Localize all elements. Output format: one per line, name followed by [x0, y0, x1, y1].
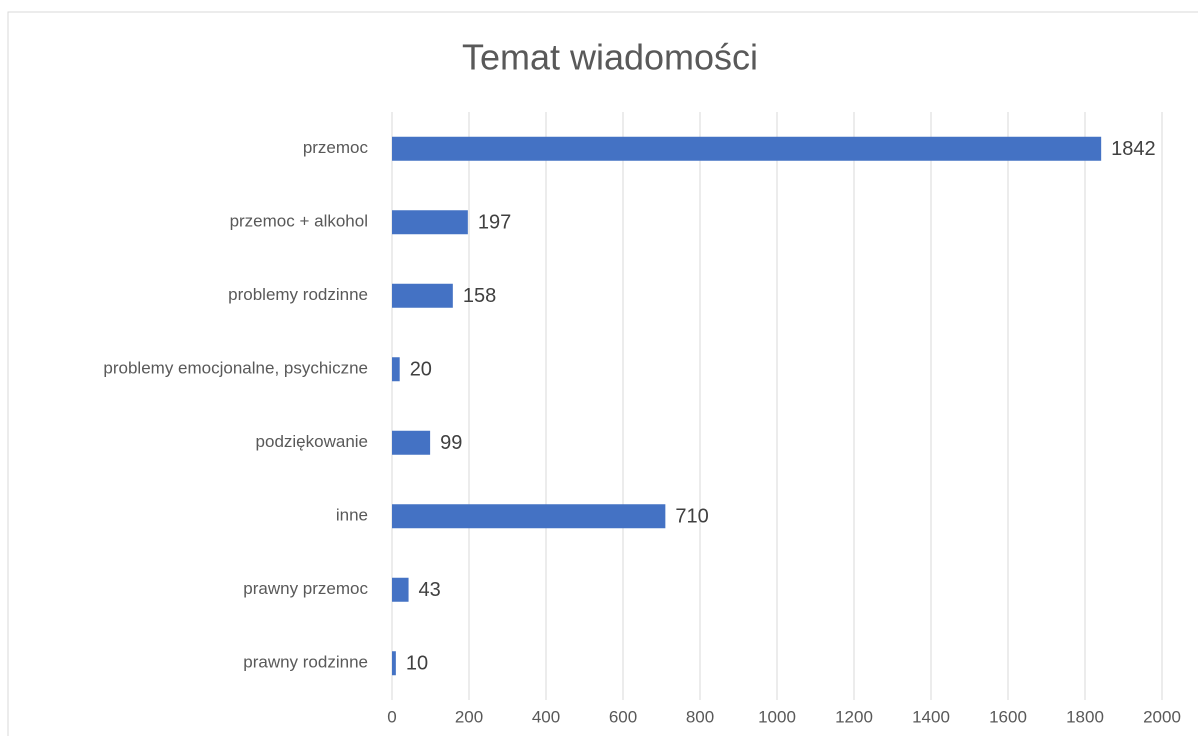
bar: [392, 504, 666, 529]
data-label: 20: [410, 359, 432, 381]
data-label: 710: [675, 506, 708, 528]
data-label: 197: [478, 212, 511, 234]
bar: [392, 430, 431, 455]
chart-border: [7, 11, 1198, 736]
bar: [392, 136, 1102, 161]
y-tick-label: podziękowanie: [256, 432, 368, 451]
x-tick-label: 200: [455, 707, 483, 726]
x-tick-label: 1600: [989, 707, 1027, 726]
data-label: 43: [419, 579, 441, 601]
y-tick-label: prawny rodzinne: [243, 653, 368, 672]
x-tick-label: 1400: [912, 707, 950, 726]
data-label: 158: [463, 285, 496, 307]
y-tick-label: prawny przemoc: [243, 579, 368, 598]
y-tick-label: inne: [336, 506, 368, 525]
chart-title: Temat wiadomości: [462, 37, 758, 78]
bar: [392, 357, 400, 382]
bar: [392, 210, 468, 235]
y-tick-label: przemoc + alkohol: [230, 212, 368, 231]
y-tick-label: problemy rodzinne: [228, 285, 368, 304]
x-tick-label: 600: [609, 707, 637, 726]
y-tick-label: problemy emocjonalne, psychiczne: [103, 359, 368, 378]
bar: [392, 651, 396, 676]
x-tick-label: 1000: [758, 707, 796, 726]
x-tick-label: 800: [686, 707, 714, 726]
x-tick-label: 2000: [1143, 707, 1181, 726]
bar: [392, 577, 409, 602]
bar: [392, 283, 453, 308]
data-label: 99: [440, 432, 462, 454]
x-tick-label: 1200: [835, 707, 873, 726]
data-label: 1842: [1111, 138, 1156, 160]
x-tick-label: 1800: [1066, 707, 1104, 726]
x-tick-label: 0: [387, 707, 396, 726]
x-tick-label: 400: [532, 707, 560, 726]
y-tick-label: przemoc: [303, 138, 369, 157]
data-label: 10: [406, 653, 428, 675]
